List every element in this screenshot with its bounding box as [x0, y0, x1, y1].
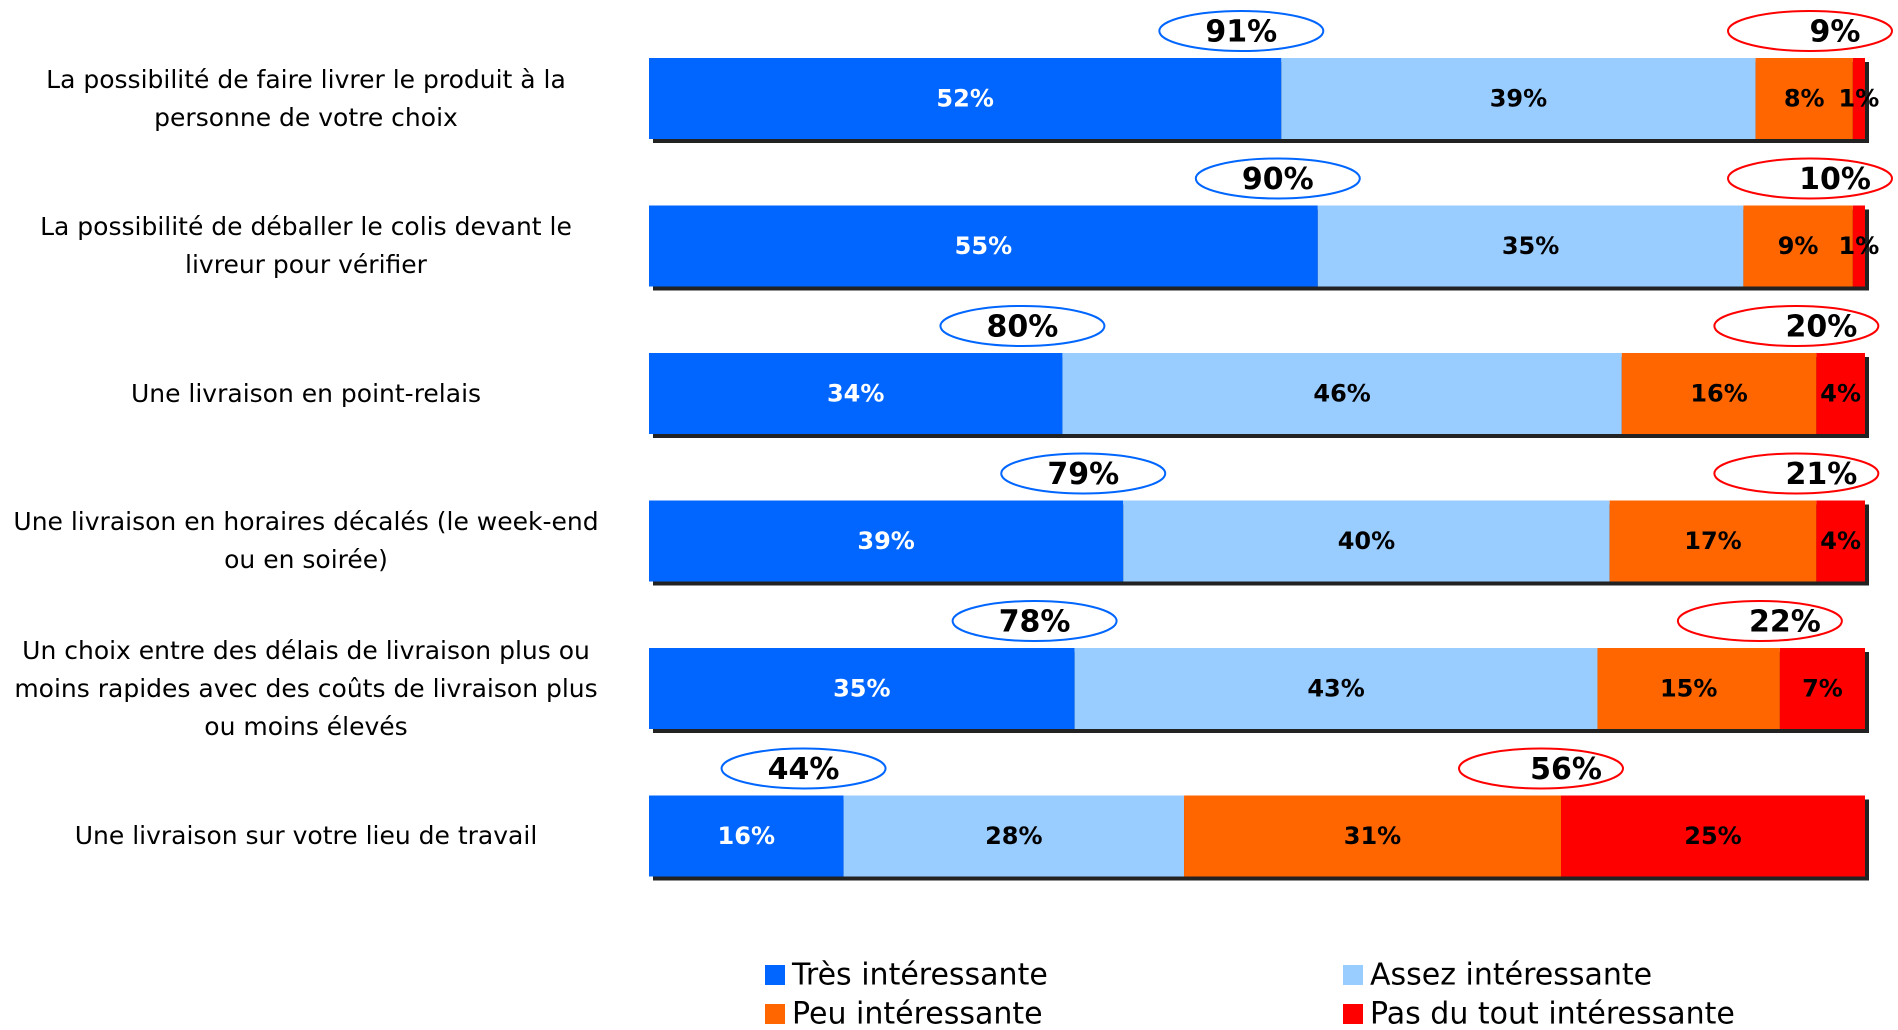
total-label: 91% [1205, 15, 1277, 50]
value-label: 52% [936, 85, 993, 113]
bar-segment [1317, 205, 1744, 287]
total-ellipse [1727, 157, 1893, 200]
value-label: 31% [1344, 822, 1401, 850]
value-label: 16% [1690, 380, 1747, 408]
total-ellipse [1158, 10, 1325, 52]
bar-segment [1609, 500, 1817, 582]
total-ellipse [939, 305, 1106, 347]
value-label: 55% [955, 232, 1012, 260]
bar-segment [1779, 648, 1865, 729]
bar-segment [843, 795, 1185, 877]
value-label: 15% [1660, 675, 1717, 703]
value-label: 25% [1684, 822, 1741, 850]
bar-segment [1621, 353, 1817, 434]
value-label: 43% [1307, 675, 1364, 703]
category-label: Une livraison en horaires décalés (le we… [13, 507, 599, 574]
legend-label: Peu intéressante [792, 997, 1043, 1030]
total-ellipse [1676, 600, 1843, 642]
bar-segment [1743, 205, 1853, 287]
value-label: 7% [1802, 675, 1843, 703]
total-ellipse [951, 600, 1118, 642]
value-label: 16% [718, 822, 775, 850]
bar-segment [649, 500, 1124, 582]
category-label: La possibilité de déballer le colis deva… [40, 212, 572, 279]
bar-segment [649, 648, 1075, 729]
bar-segment [649, 205, 1318, 287]
total-ellipse [1194, 157, 1361, 200]
value-label: 9% [1778, 232, 1819, 260]
total-ellipse [1727, 10, 1893, 52]
bar-segment [1561, 795, 1865, 877]
total-ellipse [720, 747, 887, 790]
value-label: 1% [1839, 232, 1880, 260]
total-label: 10% [1799, 162, 1871, 197]
total-ellipse [1713, 305, 1880, 347]
total-ellipse [1458, 747, 1624, 790]
bar-segment [649, 353, 1063, 434]
value-label: 40% [1338, 527, 1395, 555]
value-label: 39% [1490, 85, 1547, 113]
total-label: 56% [1530, 752, 1602, 787]
value-label: 46% [1313, 380, 1370, 408]
value-label: 1% [1839, 85, 1880, 113]
value-label: 28% [985, 822, 1042, 850]
bar-segment [1852, 205, 1865, 287]
total-ellipse [1713, 452, 1880, 495]
legend-swatch [765, 1004, 785, 1024]
category-label: Une livraison en point-relais [130, 378, 482, 408]
total-ellipse [1000, 452, 1167, 495]
category-label: Une livraison sur votre lieu de travail [74, 821, 538, 850]
total-label: 79% [1047, 457, 1119, 492]
value-label: 8% [1784, 85, 1825, 113]
bar-segment [1184, 795, 1561, 877]
category-label: Un choix entre des délais de livraison p… [14, 635, 598, 741]
total-label: 44% [768, 752, 840, 787]
legend-swatch [1343, 965, 1363, 985]
bar-segment [1816, 353, 1865, 434]
value-label: 35% [1502, 232, 1559, 260]
total-label: 21% [1785, 457, 1857, 492]
bar-segment [1062, 353, 1622, 434]
bar-segment [649, 795, 844, 877]
bar-segment [1597, 648, 1780, 729]
bar-segment [649, 58, 1282, 139]
value-label: 4% [1820, 527, 1861, 555]
legend-swatch [765, 965, 785, 985]
total-label: 78% [999, 605, 1071, 640]
value-label: 39% [857, 527, 914, 555]
value-label: 4% [1820, 380, 1861, 408]
legend-label: Très intéressante [791, 958, 1048, 993]
legend-label: Assez intéressante [1370, 958, 1652, 993]
total-label: 22% [1749, 605, 1821, 640]
category-label: La possibilité de faire livrer le produi… [46, 64, 566, 132]
legend-label: Pas du tout intéressante [1370, 997, 1735, 1030]
value-label: 17% [1684, 527, 1741, 555]
legend-swatch [1343, 1004, 1363, 1024]
total-label: 80% [987, 310, 1059, 345]
total-label: 90% [1242, 162, 1314, 197]
value-label: 34% [827, 380, 884, 408]
value-label: 35% [833, 675, 890, 703]
bar-segment [1074, 648, 1598, 729]
bar-segment [1755, 58, 1853, 139]
total-label: 9% [1810, 15, 1861, 50]
total-label: 20% [1785, 310, 1857, 345]
bar-segment [1852, 58, 1865, 139]
bar-segment [1816, 500, 1865, 582]
bar-segment [1281, 58, 1756, 139]
bar-segment [1123, 500, 1610, 582]
